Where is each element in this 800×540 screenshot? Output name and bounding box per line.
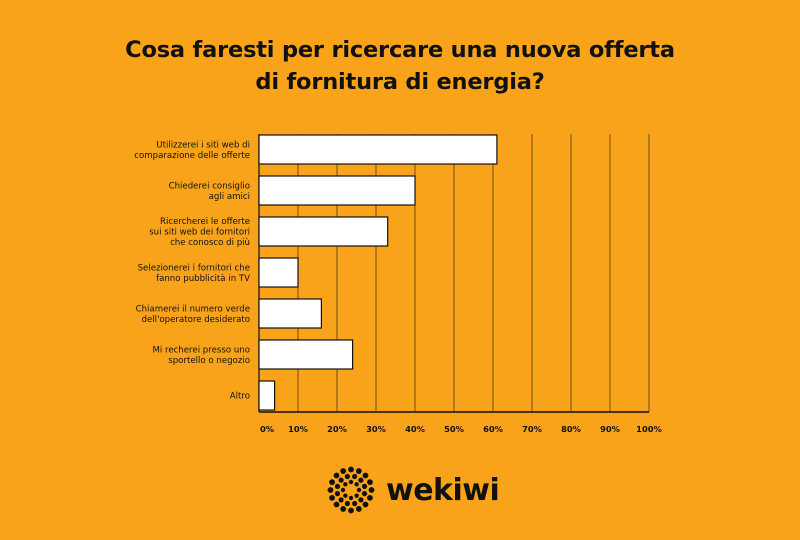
logo-dot — [340, 487, 346, 493]
logo-dot — [344, 473, 350, 480]
logo-dot — [343, 482, 348, 487]
logo-dot — [333, 472, 340, 479]
logo-dot — [356, 487, 362, 493]
category-label: Chiederei consiglio — [169, 181, 250, 191]
logo-dot — [338, 477, 344, 483]
x-tick-label: 30% — [366, 424, 387, 434]
x-tick-label: 60% — [483, 424, 504, 434]
logo-dot — [354, 482, 359, 487]
logo-dot — [368, 487, 375, 493]
logo-dot — [340, 468, 347, 474]
bar — [258, 216, 389, 247]
logo-dot — [334, 483, 341, 489]
logo-dot — [361, 491, 368, 497]
logo-dot — [362, 472, 369, 479]
bars — [258, 134, 498, 411]
logo-dot — [352, 473, 358, 480]
x-tick-labels: 0% 10% 20% 30% 40% 50% 60% 70% 80% 90% 100% — [260, 424, 663, 434]
logo-dot — [358, 497, 364, 503]
category-label: che conosco di più — [170, 238, 250, 248]
logo-dot — [343, 493, 348, 498]
chart-title: Cosa faresti per ricercare una nuova off… — [0, 34, 800, 98]
logo-dot — [348, 479, 354, 485]
sun-dots-icon — [327, 466, 375, 514]
category-label: Selezionerei i fornitori che — [138, 263, 250, 273]
chart-title-line-1: Cosa faresti per ricercare una nuova off… — [125, 37, 675, 63]
logo-dot — [329, 494, 335, 501]
category-label: sui siti web dei fornitori — [149, 228, 250, 238]
logo-dot — [355, 468, 362, 474]
wekiwi-logo: wekiwi — [326, 462, 500, 518]
logo-dot — [367, 479, 373, 486]
bar — [258, 339, 354, 370]
logo-dot — [358, 477, 364, 483]
logo-dot — [327, 487, 334, 493]
logo-dot — [338, 497, 344, 503]
category-label: agli amici — [209, 192, 250, 202]
logo-dot — [352, 500, 358, 507]
logo-dot — [362, 501, 369, 508]
category-label: Mi recherei presso uno — [152, 345, 250, 355]
logo-text: wekiwi — [386, 472, 500, 508]
chart-title-line-2: di fornitura di energia? — [255, 69, 545, 95]
logo-dot — [348, 507, 354, 514]
x-tick-label: 90% — [600, 424, 621, 434]
x-tick-label: 40% — [405, 424, 426, 434]
category-label: Utilizzerei i siti web di — [156, 140, 250, 150]
x-tick-label: 50% — [444, 424, 465, 434]
category-label: sportello o negozio — [168, 356, 250, 366]
bar — [258, 175, 416, 206]
bar — [258, 380, 276, 411]
logo-dot — [334, 491, 341, 497]
logo-dot — [367, 494, 373, 501]
category-label: fanno pubblicità in TV — [156, 274, 250, 284]
x-tick-label: 100% — [636, 424, 662, 434]
bar — [258, 134, 498, 165]
x-tick-label: 80% — [561, 424, 582, 434]
x-tick-label: 0% — [260, 424, 275, 434]
category-label: Altro — [230, 392, 250, 402]
logo-dot — [361, 483, 368, 489]
category-label: comparazione delle offerte — [134, 151, 250, 161]
logo-dot — [355, 506, 362, 512]
x-tick-label: 70% — [522, 424, 543, 434]
logo-dot — [340, 506, 347, 512]
logo-dot — [344, 500, 350, 507]
logo-dot — [348, 466, 354, 473]
category-label: dell'operatore desiderato — [142, 315, 250, 325]
x-tick-label: 20% — [327, 424, 348, 434]
category-label: Ricercherei le offerte — [160, 217, 250, 227]
x-tick-label: 10% — [288, 424, 309, 434]
logo-dot — [348, 495, 354, 501]
category-label: Chiamerei il numero verde — [136, 304, 250, 314]
bar — [258, 298, 323, 329]
logo-dot — [329, 479, 335, 486]
logo-dot — [333, 501, 340, 508]
bar — [258, 257, 299, 288]
logo-dot — [354, 493, 359, 498]
